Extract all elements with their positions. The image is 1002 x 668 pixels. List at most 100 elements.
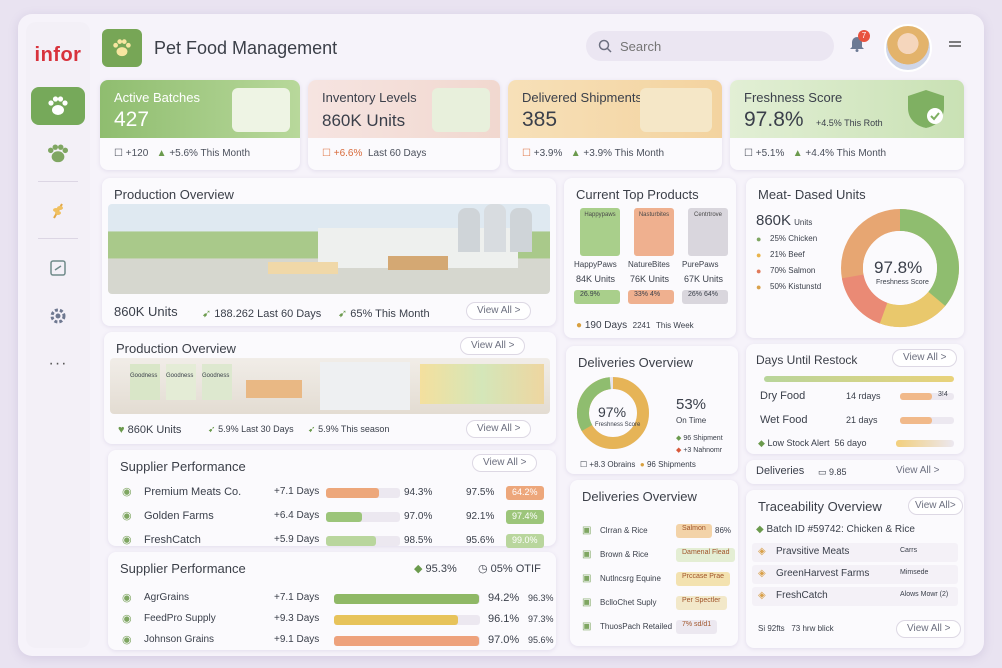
on-time-value: 53% <box>676 396 707 413</box>
sidebar-item-paw[interactable] <box>31 87 85 125</box>
kpi-value: 427 <box>114 108 150 131</box>
view-all-button[interactable]: View All> <box>908 497 963 515</box>
units-value: 860K Units <box>127 424 182 436</box>
view-all-button[interactable]: View All > <box>896 465 940 476</box>
delivery-name: ThuosPach Retailed <box>600 622 673 631</box>
search-bar[interactable] <box>586 31 834 61</box>
product-bag-label: Goodness <box>130 373 158 379</box>
delivery-icon: ▣ <box>582 525 592 536</box>
top-products-card: Current Top Products Happypaws HappyPaws 8… <box>564 178 736 338</box>
kpi-period: +5.6% This Month <box>169 148 251 159</box>
alert-label: Low Stock Alert <box>767 438 830 448</box>
kpi-value: 860K Units <box>322 111 406 130</box>
delivery-tag-pct: 86% <box>715 526 732 535</box>
card-title: Current Top Products <box>576 187 699 202</box>
product-bag[interactable]: Nasturbites <box>634 208 674 256</box>
sidebar-item-more[interactable]: ··· <box>31 345 85 383</box>
product-name: NatureBites <box>628 260 670 269</box>
trace-row[interactable] <box>752 587 958 606</box>
trace-name: Pravsitive Meats <box>776 546 850 557</box>
sidebar-item-pets[interactable] <box>31 135 85 173</box>
search-input[interactable] <box>620 38 810 54</box>
supplier-icon: ◉ <box>122 592 132 604</box>
card-title: Days Until Restock <box>756 353 858 367</box>
avatar[interactable] <box>884 24 932 72</box>
delivery-tag: Prccase Prae <box>676 572 731 586</box>
header: Pet Food Management 7 <box>102 24 974 72</box>
trace-row[interactable] <box>752 543 958 562</box>
supplier-name: Premium Meats Co. <box>144 486 242 498</box>
meat-label: 21% Beef <box>770 250 805 259</box>
kpi-freshness-score[interactable]: Freshness Score 97.8% +4.5% This Roth ☐ … <box>730 80 964 170</box>
deliveries-label: Deliveries <box>756 465 805 477</box>
product-name: PurePaws <box>682 260 719 269</box>
supplier-bar-fill <box>326 488 380 498</box>
product-units: 67K Units <box>684 274 724 284</box>
view-all-button[interactable]: View All > <box>896 620 962 638</box>
view-all-button[interactable]: View All > <box>460 337 526 355</box>
sidebar-divider <box>38 181 78 182</box>
restock-bar-track <box>900 417 954 424</box>
meat-icon: ● <box>756 250 762 260</box>
delivery-name: BclloChet Suply <box>600 598 657 607</box>
footer-b: 96 Shipments <box>646 460 696 469</box>
card-title: Deliveries Overview <box>582 489 697 504</box>
notifications-button[interactable]: 7 <box>848 30 870 57</box>
alert-bar <box>896 440 954 447</box>
product-bag[interactable]: Happypaws <box>580 208 620 256</box>
on-time-label: On Time <box>676 416 707 425</box>
supplier-bar-track <box>326 512 400 522</box>
trace-note: Carrs <box>900 547 918 554</box>
kpi-delivered-shipments[interactable]: Delivered Shipments 385 ☐ +3.9% ▲ +3.9% … <box>508 80 722 170</box>
supplier-right: 97.5% <box>466 487 495 498</box>
shield-icon <box>908 90 944 128</box>
meat-label: 25% Chicken <box>770 234 818 243</box>
kpi-inventory-levels[interactable]: Inventory Levels 860K Units ☐ +6.6% Last… <box>308 80 500 170</box>
header-value: 95.3% <box>425 563 457 575</box>
trace-icon: ◈ <box>758 568 766 579</box>
kpi-label: Delivered Shipments <box>522 90 642 105</box>
paw-icon <box>113 39 131 57</box>
view-all-button[interactable]: View All > <box>466 302 532 320</box>
restock-name: Dry Food <box>760 390 806 402</box>
supplier-pct: 97.0% <box>488 634 520 646</box>
trace-name: GreenHarvest Farms <box>776 568 870 579</box>
kpi-value: 97.8% <box>744 108 804 131</box>
leaf-icon: ◆ <box>756 524 764 535</box>
notification-badge: 7 <box>858 30 870 42</box>
product-bag-label: Happypaws <box>584 212 616 218</box>
supplier-days: +6.4 Days <box>274 510 320 521</box>
supplier-badge: 99.0% <box>506 534 544 548</box>
supplier-days: +7.1 Days <box>274 592 320 603</box>
crate-icon <box>432 88 490 132</box>
units-label: Units <box>794 218 813 227</box>
product-pct: 26% 64% <box>682 290 728 304</box>
sidebar-item-settings[interactable] <box>31 297 85 335</box>
menu-icon <box>949 41 961 47</box>
sidebar-item-report[interactable] <box>31 249 85 287</box>
kpi-active-batches[interactable]: Active Batches 427 ☐ +120 ▲ +5.6% This M… <box>100 80 300 170</box>
sidebar-item-grain[interactable] <box>31 192 85 230</box>
footer-mid: 2241 <box>632 321 651 330</box>
production-stat-month: 65% This Month <box>350 308 430 320</box>
kpi-sub: ☐ +5.1% ▲ +4.4% This Month <box>744 148 886 159</box>
delivery-icon: ▣ <box>582 549 592 560</box>
supplier-days: +7.1 Days <box>274 486 320 497</box>
legend-shipment: ◆ 96 Shipment <box>676 435 723 442</box>
product-bag[interactable]: Centrtrove <box>688 208 728 256</box>
truck-icon: ▭ <box>818 467 827 477</box>
view-all-button[interactable]: View All > <box>892 349 958 367</box>
kpi-period: +4.4% This Month <box>805 148 887 159</box>
trace-name: FreshCatch <box>776 590 828 601</box>
view-all-button[interactable]: View All > <box>472 454 538 472</box>
trace-row[interactable] <box>752 565 958 584</box>
restock-name: Wet Food <box>760 414 808 426</box>
view-all-button[interactable]: View All > <box>466 420 532 438</box>
menu-button[interactable] <box>948 36 962 54</box>
production-stat-period: 188.262 Last 60 Days <box>214 308 322 320</box>
supplier-pct: 98.5% <box>404 535 433 546</box>
product-bag-label: Goodness <box>202 373 230 379</box>
kpi-label: Freshness Score <box>744 90 843 105</box>
trace-footer: Si 92fts 73 hrw blick <box>758 624 834 633</box>
meat-units-value: 860K Units <box>756 212 812 229</box>
